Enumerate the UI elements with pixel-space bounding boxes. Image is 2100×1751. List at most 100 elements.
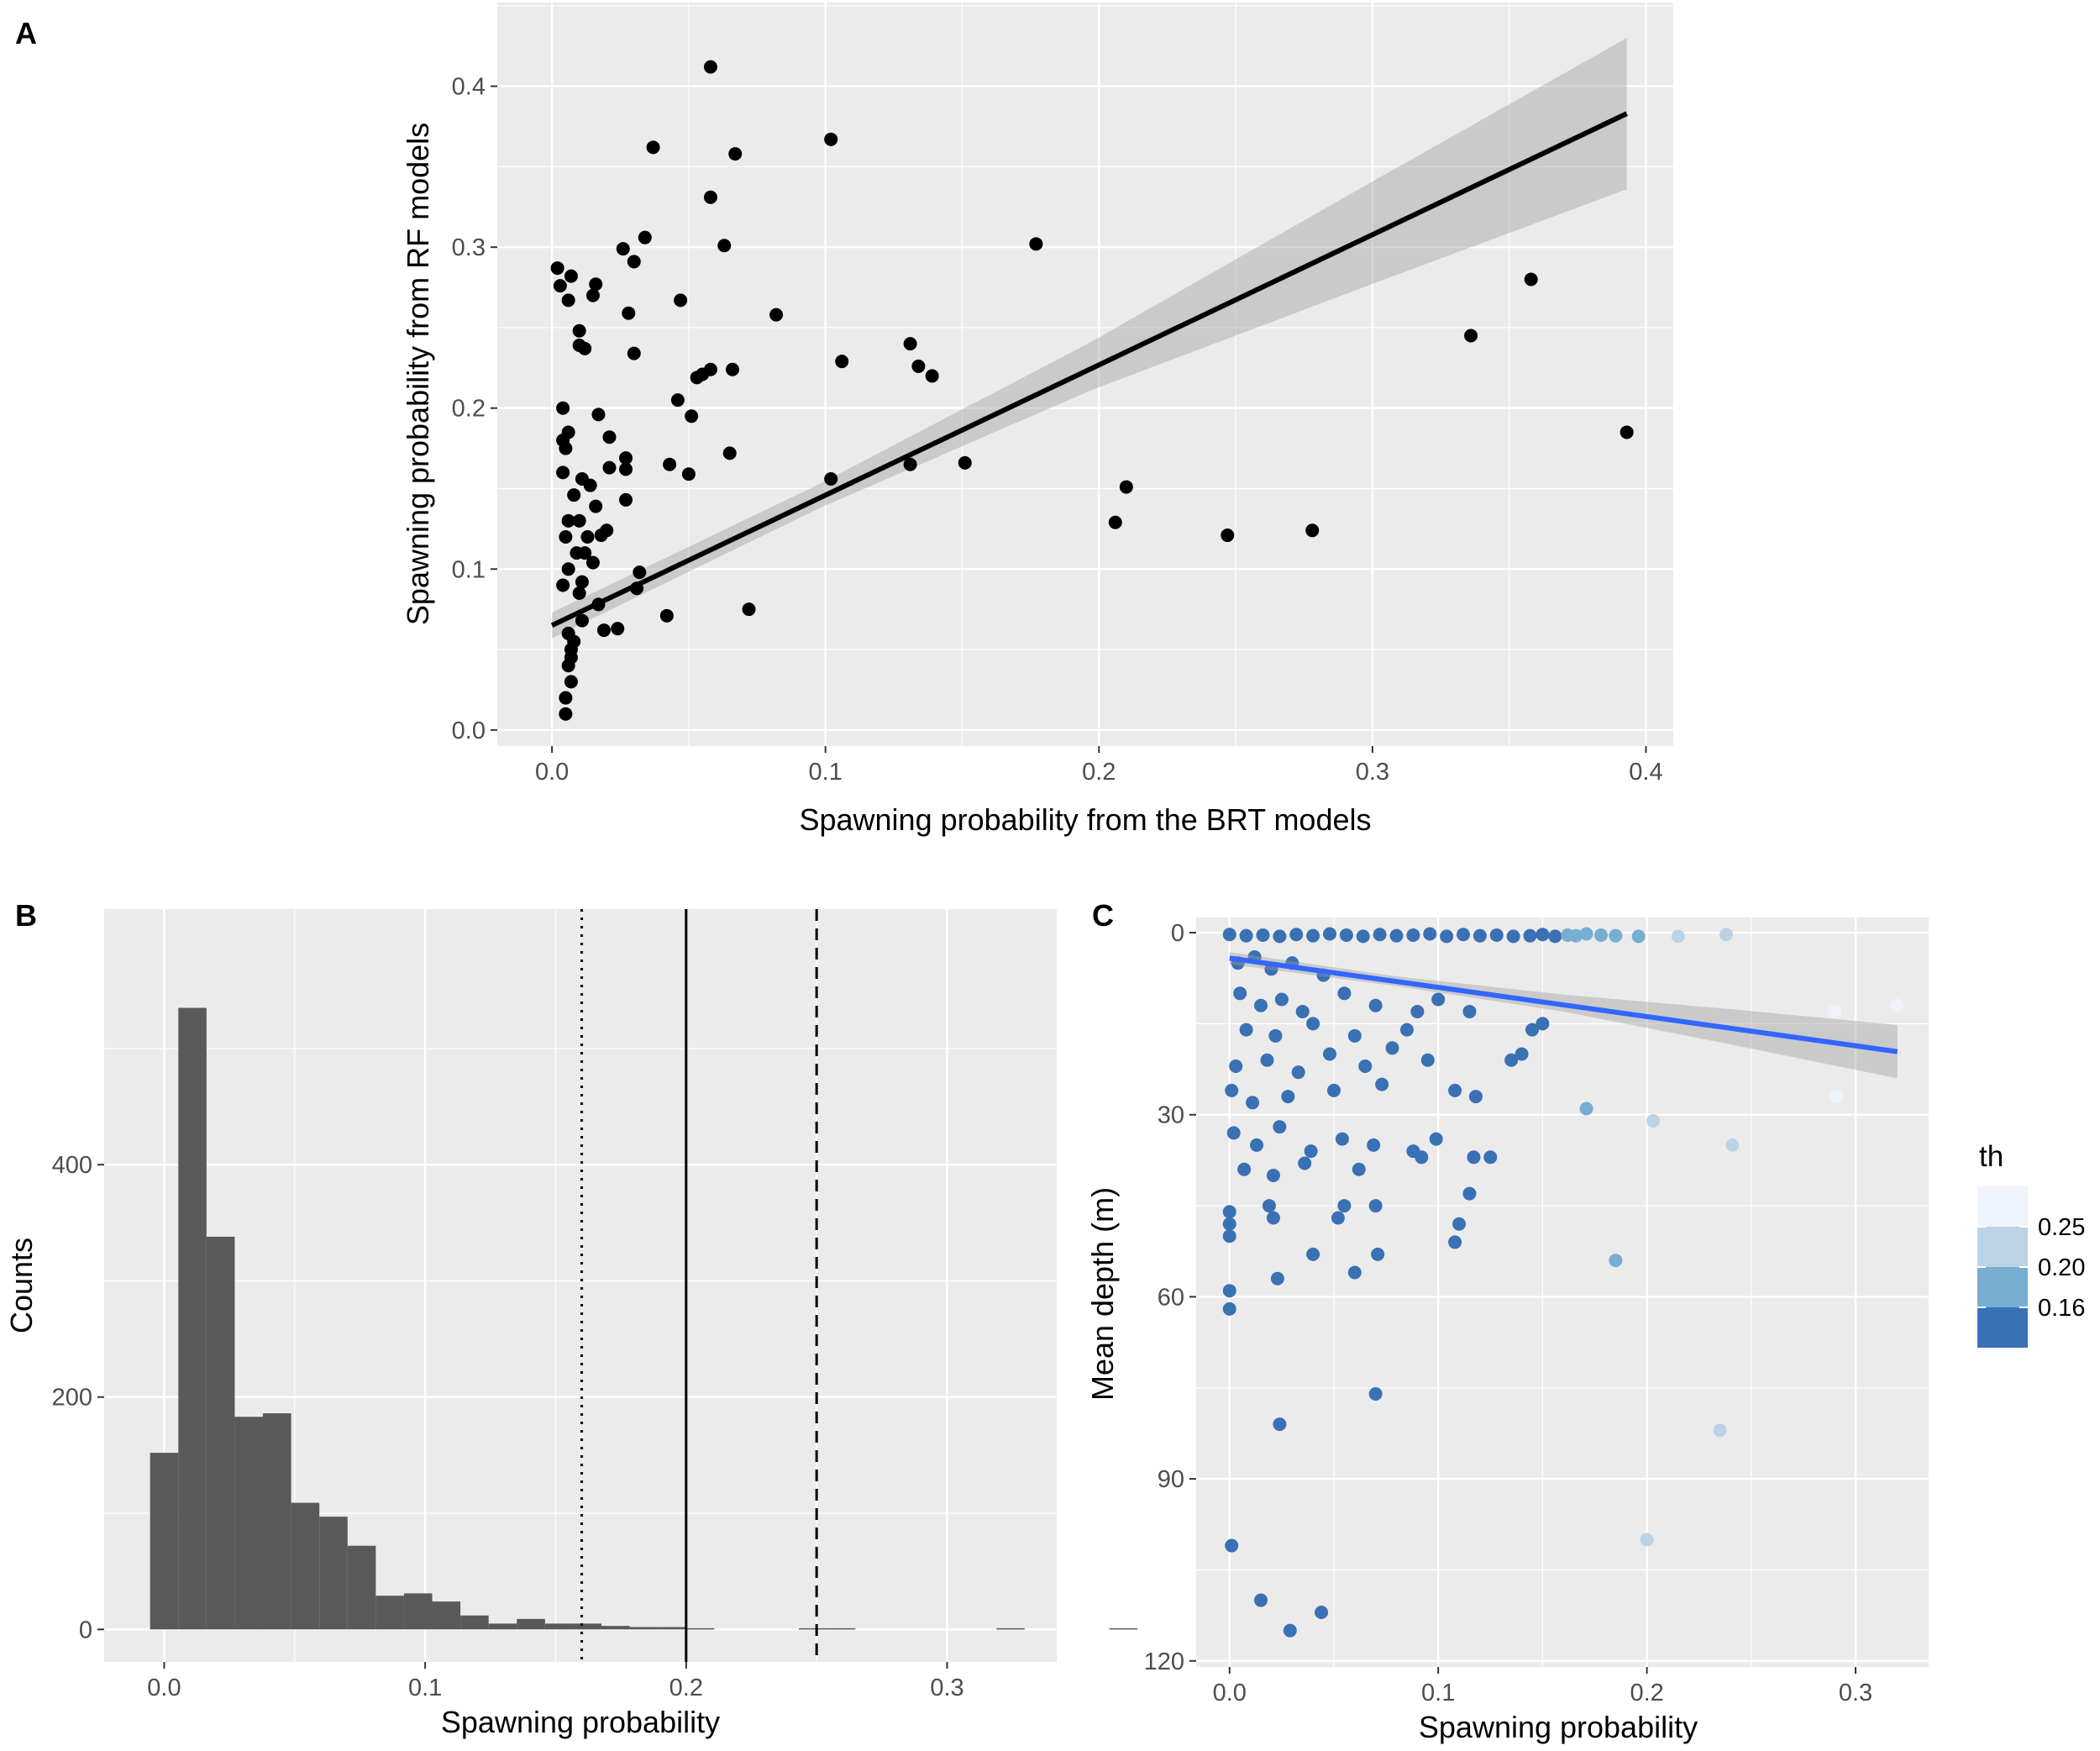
panel-a-point bbox=[728, 147, 743, 161]
panel-c-point bbox=[1237, 1162, 1252, 1176]
panel-c-y-tick-label: 90 bbox=[1158, 1466, 1184, 1493]
panel-b-ticks: 0.0 0.1 0.2 0.3 0 200 400 bbox=[52, 1152, 964, 1701]
panel-b-bar bbox=[291, 1502, 320, 1630]
panel-c-point bbox=[1410, 1004, 1425, 1018]
panel-a-point bbox=[1221, 528, 1235, 543]
panel-a-point bbox=[824, 472, 838, 486]
panel-c-point bbox=[1225, 1538, 1239, 1553]
panel-a-point bbox=[726, 362, 739, 376]
panel-c-point bbox=[1483, 1150, 1498, 1165]
panel-c-point bbox=[1609, 928, 1623, 943]
panel-c-point bbox=[1371, 1247, 1385, 1261]
panel-b-bar bbox=[150, 1453, 179, 1630]
panel-a-point bbox=[619, 492, 633, 507]
panel-c-point bbox=[1222, 1229, 1236, 1244]
panel-c-point bbox=[1448, 1235, 1462, 1249]
panel-a-point bbox=[633, 565, 647, 580]
panel-c-point bbox=[1725, 1138, 1740, 1152]
panel-c-point bbox=[1468, 1090, 1483, 1104]
panel-b-y-axis-title: Counts bbox=[4, 1238, 39, 1333]
panel-c-point bbox=[1579, 927, 1593, 941]
panel-a-point bbox=[561, 513, 575, 528]
panel-a-x-tick-label: 0.3 bbox=[1356, 759, 1389, 786]
panel-b-bar bbox=[234, 1417, 264, 1630]
panel-b-x-tick-label: 0.2 bbox=[669, 1675, 703, 1701]
panel-c-y-axis-title: Mean depth (m) bbox=[1085, 1187, 1120, 1401]
panel-c-point bbox=[1281, 1090, 1295, 1104]
panel-c-x-tick-label: 0.3 bbox=[1839, 1680, 1872, 1706]
panel-b-bar bbox=[178, 1007, 207, 1630]
legend-swatch bbox=[1977, 1186, 2028, 1227]
panel-c-y-tick-label: 30 bbox=[1158, 1102, 1184, 1129]
panel-a-point bbox=[670, 393, 685, 408]
panel-a-point bbox=[564, 675, 578, 689]
panel-a-point bbox=[550, 261, 564, 276]
panel-a-point bbox=[681, 467, 696, 481]
panel-c-point bbox=[1347, 1265, 1362, 1280]
panel-b-bar bbox=[573, 1623, 602, 1630]
panel-b-bar bbox=[319, 1517, 348, 1630]
panel-c-point bbox=[1890, 998, 1904, 1012]
panel-a-point bbox=[567, 488, 581, 502]
panel-a-point bbox=[594, 528, 608, 543]
panel-c-point bbox=[1504, 1053, 1519, 1067]
panel-b-x-axis-title: Spawning probability bbox=[441, 1705, 720, 1739]
panel-a-point bbox=[553, 279, 567, 293]
panel-label-c: C bbox=[1092, 898, 1114, 933]
panel-c-scatter: 0.0 0.1 0.2 0.3 0 30 60 90 120 Spawning probabil… bbox=[1085, 918, 2085, 1744]
panel-c-point bbox=[1525, 1023, 1539, 1037]
panel-b-bar bbox=[544, 1623, 574, 1630]
panel-a-x-tick-label: 0.4 bbox=[1629, 759, 1662, 786]
panel-c-y-tick-label: 60 bbox=[1158, 1284, 1184, 1311]
panel-a-x-axis-title: Spawning probability from the BRT models bbox=[799, 802, 1371, 837]
panel-label-a: A bbox=[15, 16, 37, 50]
panel-c-point bbox=[1399, 1023, 1414, 1037]
panel-a-point bbox=[685, 409, 699, 423]
panel-a-point bbox=[627, 346, 641, 360]
panel-a-gridlines bbox=[497, 3, 1673, 746]
panel-c-point bbox=[1352, 1162, 1366, 1176]
panel-a-point bbox=[616, 242, 630, 256]
panel-c-point bbox=[1462, 1004, 1477, 1018]
panel-c-point bbox=[1291, 1065, 1305, 1080]
panel-a-y-axis-title: Spawning probability from RF models bbox=[401, 123, 435, 625]
panel-c-y-tick-label: 120 bbox=[1144, 1648, 1184, 1675]
panel-b-bar bbox=[488, 1623, 517, 1630]
panel-c-point bbox=[1423, 927, 1437, 941]
panel-a-point bbox=[596, 623, 611, 638]
panel-a-point bbox=[591, 408, 606, 422]
panel-c-point bbox=[1260, 1053, 1274, 1067]
panel-c-point bbox=[1593, 928, 1608, 942]
panel-a-point bbox=[589, 499, 603, 513]
panel-a-fit-line-group bbox=[550, 111, 1628, 628]
panel-c-point bbox=[1420, 1053, 1435, 1067]
panel-a-point bbox=[674, 293, 688, 308]
panel-a-point bbox=[1305, 523, 1320, 538]
panel-c-point bbox=[1306, 1017, 1320, 1031]
panel-b-bar bbox=[601, 1626, 630, 1630]
panel-a-point bbox=[690, 371, 704, 385]
panel-c-point bbox=[1536, 928, 1550, 942]
panel-c-point bbox=[1523, 928, 1537, 943]
panel-c-point bbox=[1646, 1113, 1661, 1128]
panel-a-point bbox=[742, 602, 756, 617]
panel-c-point bbox=[1713, 1423, 1727, 1438]
panel-c-point bbox=[1335, 1132, 1349, 1146]
panel-c-point bbox=[1229, 1059, 1243, 1073]
panel-b-bar bbox=[658, 1627, 686, 1630]
panel-c-point bbox=[1339, 928, 1353, 942]
panel-a-confidence-band-group bbox=[552, 38, 1627, 639]
panel-a-point bbox=[1464, 329, 1478, 343]
panel-c-point bbox=[1250, 1138, 1264, 1152]
panel-a-point bbox=[559, 707, 573, 721]
panel-c-point bbox=[1246, 1096, 1260, 1110]
panel-c-point bbox=[1830, 1090, 1844, 1104]
panel-a-point bbox=[556, 434, 570, 448]
panel-c-point bbox=[1356, 929, 1370, 944]
legend-label: 0.25 bbox=[2038, 1214, 2085, 1241]
legend-label: 0.16 bbox=[2038, 1295, 2085, 1322]
panel-a-point bbox=[722, 446, 737, 460]
panel-a-point bbox=[561, 562, 575, 576]
panel-c-point bbox=[1254, 1593, 1268, 1607]
